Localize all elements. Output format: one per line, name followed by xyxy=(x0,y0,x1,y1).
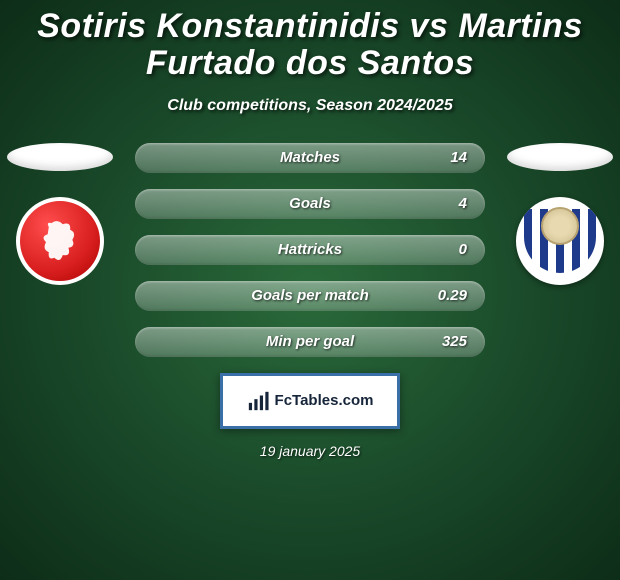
stat-value: 4 xyxy=(459,195,467,212)
brand-badge: FcTables.com xyxy=(220,373,400,429)
stat-row-mpg: Min per goal 325 xyxy=(135,327,485,357)
stat-row-hattricks: Hattricks 0 xyxy=(135,235,485,265)
stat-row-gpm: Goals per match 0.29 xyxy=(135,281,485,311)
stat-value: 0.29 xyxy=(438,287,467,304)
stat-row-goals: Goals 4 xyxy=(135,189,485,219)
dog-silhouette-icon xyxy=(32,213,88,269)
stat-value: 325 xyxy=(442,333,467,350)
stats-table: Matches 14 Goals 4 Hattricks 0 Goals per… xyxy=(135,143,485,357)
left-marker-ellipse xyxy=(7,143,113,171)
comparison-card: Sotiris Konstantinidis vs Martins Furtad… xyxy=(0,0,620,580)
bar-chart-icon xyxy=(247,390,269,412)
right-club-logo xyxy=(516,197,604,285)
brand-text: FcTables.com xyxy=(275,392,374,409)
right-marker-ellipse xyxy=(507,143,613,171)
content-area: Matches 14 Goals 4 Hattricks 0 Goals per… xyxy=(0,143,620,459)
stat-row-matches: Matches 14 xyxy=(135,143,485,173)
subtitle: Club competitions, Season 2024/2025 xyxy=(0,97,620,115)
stat-label: Goals xyxy=(289,195,331,212)
stat-label: Hattricks xyxy=(278,241,342,258)
right-player-column xyxy=(500,143,620,285)
stat-value: 14 xyxy=(450,149,467,166)
left-player-column xyxy=(0,143,120,285)
stat-label: Min per goal xyxy=(266,333,354,350)
page-title: Sotiris Konstantinidis vs Martins Furtad… xyxy=(0,8,620,83)
stat-label: Matches xyxy=(280,149,340,166)
stat-label: Goals per match xyxy=(251,287,369,304)
date-text: 19 january 2025 xyxy=(10,443,610,459)
left-club-logo xyxy=(16,197,104,285)
stat-value: 0 xyxy=(459,241,467,258)
